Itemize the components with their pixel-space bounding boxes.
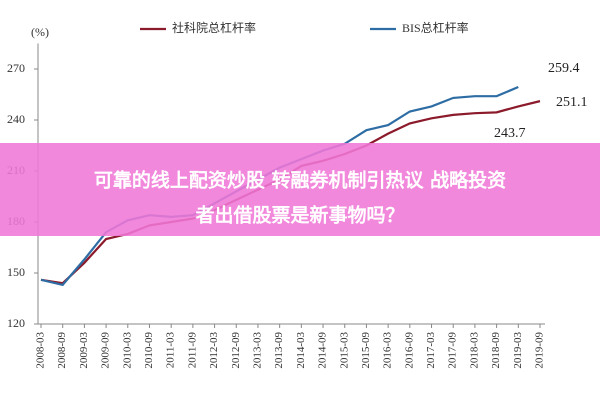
x-tick-label: 2008-03 (35, 332, 47, 369)
x-tick-label: 2011-09 (186, 332, 198, 369)
x-tick-label: 2018-03 (468, 332, 480, 369)
x-tick-label: 2015-09 (360, 332, 372, 369)
y-axis-label: (%) (31, 25, 49, 39)
annotation: 259.4 (548, 61, 580, 76)
x-tick-label: 2019-09 (534, 332, 546, 369)
x-tick-label: 2016-03 (382, 332, 394, 369)
legend-label: 社科院总杠杆率 (172, 20, 256, 35)
annotation: 251.1 (556, 95, 588, 110)
x-tick-label: 2019-03 (512, 332, 524, 369)
x-tick-label: 2010-09 (143, 332, 155, 369)
x-tick-label: 2013-03 (251, 332, 263, 369)
x-tick-label: 2014-03 (295, 332, 307, 369)
x-tick-label: 2011-03 (165, 332, 177, 369)
legend-label: BIS总杠杆率 (402, 20, 469, 35)
x-tick-label: 2017-03 (425, 332, 437, 369)
x-tick-label: 2009-09 (100, 332, 112, 369)
y-tick-label: 150 (7, 265, 25, 279)
y-tick-label: 120 (7, 316, 25, 330)
banner-text: 者出借股票是新事物吗？ (195, 204, 404, 227)
y-tick-label: 270 (7, 61, 25, 75)
x-tick-label: 2016-09 (403, 332, 415, 369)
banner-text: 可靠的线上配资炒股 转融券机制引热议 战略投资 (94, 169, 506, 192)
x-tick-label: 2008-09 (56, 332, 68, 369)
annotation: 243.7 (494, 126, 526, 141)
x-tick-label: 2017-09 (447, 332, 459, 369)
x-tick-label: 2012-09 (230, 332, 242, 369)
x-tick-label: 2015-03 (338, 332, 350, 369)
x-tick-label: 2014-09 (317, 332, 329, 369)
x-tick-label: 2018-09 (490, 332, 502, 369)
x-tick-label: 2012-03 (208, 332, 220, 369)
y-tick-label: 240 (7, 112, 25, 126)
x-tick-label: 2009-03 (78, 332, 90, 369)
banner (0, 143, 600, 236)
x-tick-label: 2013-09 (273, 332, 285, 369)
x-tick-label: 2010-03 (121, 332, 133, 369)
